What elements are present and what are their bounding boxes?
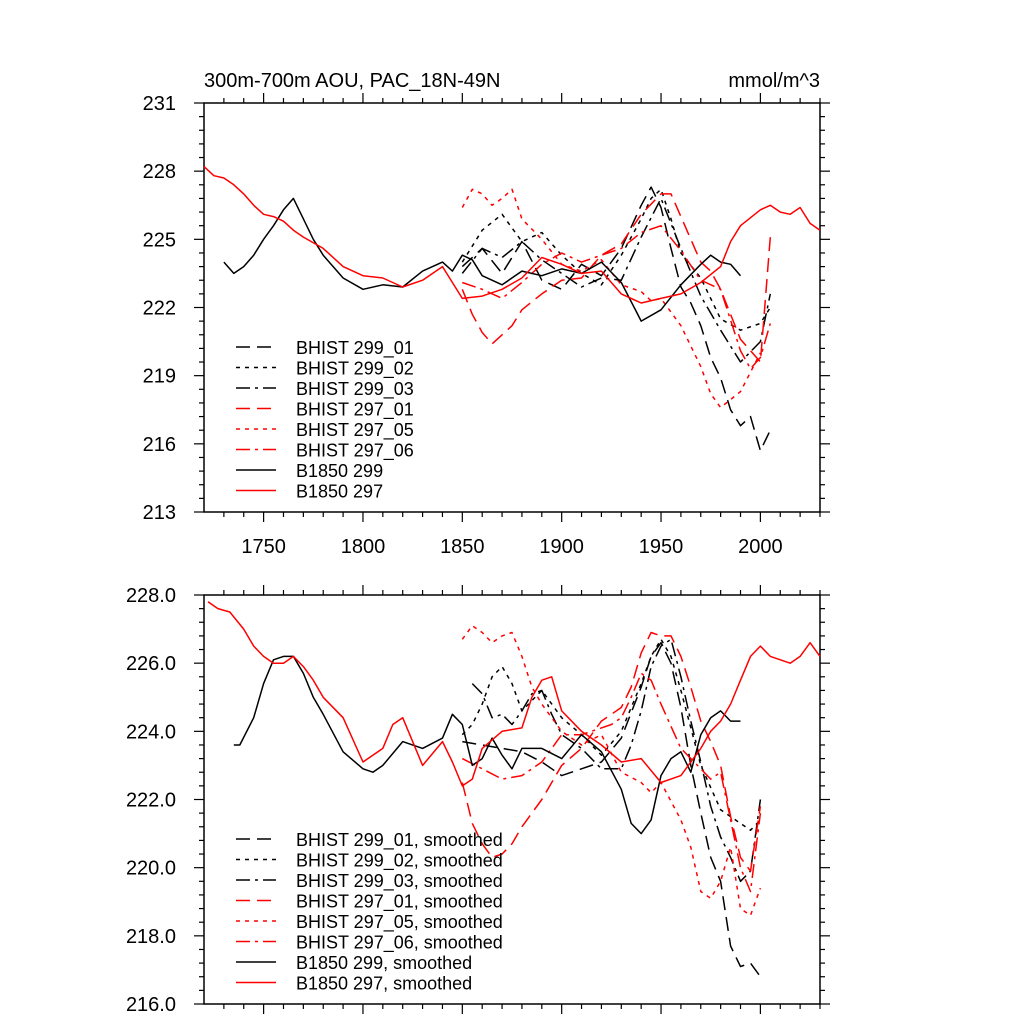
series-line-bhist-299-02-smoothed [461, 638, 761, 831]
y-tick-label: 213 [143, 502, 176, 524]
legend-label-bhist-297-06-smoothed: BHIST 297_06, smoothed [296, 933, 503, 954]
series-line-b1850-297 [203, 166, 821, 304]
y-tick-label: 218.0 [126, 926, 176, 948]
legend-label-b1850-299: B1850 299 [296, 461, 383, 481]
legend-label-bhist-299-02: BHIST 299_02 [296, 359, 414, 380]
series-line-bhist-299-03 [461, 197, 772, 363]
x-tick-label: 1900 [539, 536, 584, 558]
legend-label-bhist-299-01: BHIST 299_01 [296, 338, 414, 359]
legend-label-b1850-299-smoothed: B1850 299, smoothed [296, 953, 472, 973]
y-tick-label: 216 [143, 434, 176, 456]
legend-label-bhist-297-01-smoothed: BHIST 297_01, smoothed [296, 892, 503, 913]
y-tick-label: 226.0 [126, 653, 176, 675]
top-chart-units: mmol/m^3 [728, 70, 820, 92]
legend-label-b1850-297-smoothed: B1850 297, smoothed [296, 974, 472, 994]
y-tick-label: 222 [143, 298, 176, 320]
top-axis-ticks [194, 93, 830, 522]
series-line-bhist-297-01-smoothed [461, 631, 762, 872]
legend-label-bhist-299-02-smoothed: BHIST 299_02, smoothed [296, 851, 503, 872]
y-tick-label: 222.0 [126, 790, 176, 812]
y-tick-label: 225 [143, 229, 176, 251]
legend-label-bhist-297-05-smoothed: BHIST 297_05, smoothed [296, 912, 503, 933]
y-tick-label: 216.0 [126, 994, 176, 1016]
series-line-b1850-297-smoothed [207, 601, 821, 787]
series-line-bhist-299-03-smoothed [471, 638, 762, 883]
bottom-axis-ticks [194, 585, 830, 1014]
y-tick-label: 220.0 [126, 858, 176, 880]
series-line-bhist-297-05 [461, 188, 762, 409]
series-line-bhist-299-01-smoothed [462, 641, 762, 978]
bottom-panel: 216.0 218.0 220.0 222.0 224.0 226.0 228.0 BHIS… [126, 585, 830, 1016]
series-line-bhist-297-01 [461, 193, 772, 363]
y-tick-label: 231 [143, 93, 176, 115]
legend-label-bhist-297-06: BHIST 297_06 [296, 441, 414, 462]
legend-label-bhist-297-05: BHIST 297_05 [296, 420, 414, 441]
series-line-b1850-299-smoothed [233, 655, 741, 835]
y-tick-label: 219 [143, 366, 176, 388]
legend-label-bhist-297-01: BHIST 297_01 [296, 400, 414, 421]
top-chart-title: 300m-700m AOU, PAC_18N-49N [204, 70, 500, 92]
series-line-b1850-299 [223, 197, 742, 322]
series-line-bhist-297-06 [462, 224, 772, 370]
series-line-bhist-297-06-smoothed [461, 672, 762, 893]
legend-label-b1850-297: B1850 297 [296, 482, 383, 502]
x-tick-label: 2000 [738, 536, 783, 558]
series-line-bhist-299-01 [461, 186, 771, 452]
top-axis-tick-labels: 1750 1800 1850 1900 1950 2000 213 216 219 222 225 2… [143, 93, 783, 558]
legend-label-bhist-299-01-smoothed: BHIST 299_01, smoothed [296, 830, 503, 851]
x-tick-label: 1800 [341, 536, 386, 558]
y-tick-label: 228.0 [126, 585, 176, 607]
x-tick-label: 1950 [639, 536, 684, 558]
bottom-axis-tick-labels: 216.0 218.0 220.0 222.0 224.0 226.0 228.0 [126, 585, 176, 1016]
legend-label-bhist-299-03: BHIST 299_03 [296, 379, 414, 400]
x-tick-label: 1750 [241, 536, 286, 558]
y-tick-label: 224.0 [126, 721, 176, 743]
top-series-lines [203, 166, 821, 452]
legend-label-bhist-299-03-smoothed: BHIST 299_03, smoothed [296, 871, 503, 892]
bottom-series-lines [207, 601, 821, 978]
x-tick-label: 1850 [440, 536, 485, 558]
top-panel: 300m-700m AOU, PAC_18N-49N mmol/m^3 1750… [143, 70, 830, 558]
series-line-bhist-297-05-smoothed [461, 624, 762, 917]
y-tick-label: 228 [143, 161, 176, 183]
